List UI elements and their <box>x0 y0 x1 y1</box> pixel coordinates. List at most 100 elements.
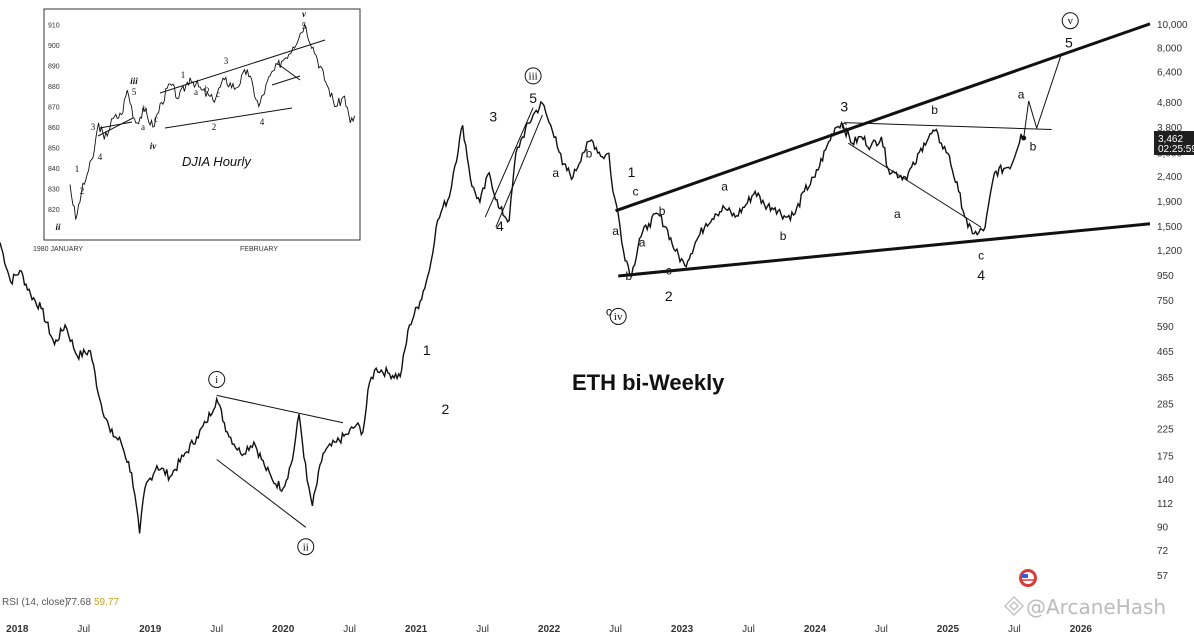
trend-line <box>495 114 543 228</box>
wave-label: b <box>626 269 633 283</box>
x-tick-label: Jul <box>609 624 622 634</box>
y-tick-label: 2,400 <box>1157 172 1182 183</box>
inset-series <box>69 22 356 220</box>
inset-wave-label: a <box>194 87 198 97</box>
inset-wave-label: a <box>141 122 145 132</box>
wave-label: c <box>978 249 984 263</box>
y-tick-label: 57 <box>1157 571 1169 582</box>
y-tick-label: 140 <box>1157 475 1174 486</box>
inset-y-tick: 850 <box>48 146 60 153</box>
inset-y-tick: 870 <box>48 105 60 112</box>
inset-wave-label: iii <box>130 76 138 86</box>
djia-inset: 820 830 840 850 860 870 880 890 900 910 ii 1 2 3 4 iii… <box>33 8 361 253</box>
inset-wave-label: ii <box>55 222 61 232</box>
inset-y-tick: 900 <box>48 43 60 50</box>
x-tick-label: 2018 <box>6 624 29 634</box>
inset-frame <box>43 8 361 241</box>
x-tick-label: 2021 <box>405 624 428 634</box>
y-tick-label: 8,000 <box>1157 44 1182 55</box>
inset-trend-lines <box>97 39 326 137</box>
y-tick-label: 90 <box>1157 522 1169 533</box>
inset-x-label-jan: 1980 JANUARY <box>33 246 83 253</box>
wave-label: c <box>841 118 847 132</box>
inset-wave-label: 1 <box>181 70 186 80</box>
x-tick-label: Jul <box>476 624 489 634</box>
y-tick-label: 950 <box>1157 271 1174 282</box>
trend-line <box>216 459 307 528</box>
inset-wave-label: 5 <box>132 87 137 97</box>
x-tick-label: 2019 <box>139 624 162 634</box>
x-tick-label: Jul <box>77 624 90 634</box>
last-price-box: 3,462 02:25:59 <box>1154 131 1194 155</box>
y-tick-label: 3,800 <box>1157 123 1182 134</box>
price-series <box>0 55 1062 534</box>
trend-line <box>216 394 344 424</box>
y-tick-label: 72 <box>1157 546 1169 557</box>
wave-label-circle <box>609 307 627 325</box>
inset-wave-label: iv <box>150 141 158 151</box>
wave-label-circle <box>208 370 226 388</box>
wave-label: c <box>666 263 672 277</box>
inset-line <box>69 22 356 220</box>
y-tick-label: 6,400 <box>1157 68 1182 79</box>
inset-wave-label: 3 <box>91 122 96 132</box>
y-tick-label: 285 <box>1157 399 1174 410</box>
wave-label: a <box>612 224 619 238</box>
x-tick-label: Jul <box>742 624 755 634</box>
inset-y-tick: 860 <box>48 125 60 132</box>
rsi-label: RSI (14, close) <box>2 597 68 608</box>
y-tick-label: 225 <box>1157 425 1174 436</box>
inset-x-label-feb: FEBRUARY <box>240 246 278 253</box>
price-axis: 57 72 90 112 140 175 225 285 365 465 590 750 950 1,20… <box>1157 20 1188 582</box>
wave-label-circle <box>524 67 542 85</box>
inset-wave-label: b <box>143 104 148 114</box>
wave-label: 2 <box>665 288 673 304</box>
wave-label: 3 <box>489 108 497 124</box>
wave-label: b <box>780 229 787 243</box>
x-tick-label: 2026 <box>1070 624 1093 634</box>
inset-y-tick: 830 <box>48 187 60 194</box>
x-tick-label: 2020 <box>272 624 295 634</box>
inset-wave-label: 4 <box>260 117 265 127</box>
wave-label: 1 <box>628 164 636 180</box>
y-tick-label: 10,000 <box>1157 20 1188 31</box>
y-tick-label: 590 <box>1157 322 1174 333</box>
x-tick-label: Jul <box>343 624 356 634</box>
inset-wave-label: c <box>216 89 220 99</box>
wave-label-circle <box>1061 12 1079 30</box>
y-tick-label: 1,900 <box>1157 197 1182 208</box>
wave-label: 5 <box>1065 35 1073 51</box>
trend-line <box>847 142 982 228</box>
trend-line <box>844 122 1052 131</box>
wave-label: 1 <box>423 342 431 358</box>
inset-wave-label: v <box>302 9 307 19</box>
y-tick-label: 1,500 <box>1157 222 1182 233</box>
x-tick-label: Jul <box>210 624 223 634</box>
inset-price-axis: 820 830 840 850 860 870 880 890 900 910 <box>48 22 60 214</box>
inset-wave-label: b <box>205 84 210 94</box>
watermark: @ArcaneHash <box>1003 595 1166 619</box>
last-price-value: 3,462 <box>1158 134 1183 145</box>
wave-label: ii <box>303 541 309 553</box>
x-tick-label: 2025 <box>937 624 960 634</box>
y-tick-label: 465 <box>1157 347 1174 358</box>
y-tick-label: 112 <box>1157 499 1173 510</box>
us-flag-icon[interactable] <box>1019 569 1037 587</box>
wave-label: b <box>659 204 666 218</box>
wave-label: a <box>639 236 646 250</box>
trend-lines <box>216 22 1151 528</box>
wave-label: iv <box>614 311 623 323</box>
inset-wave-label: 1 <box>75 164 80 174</box>
wave-label: 4 <box>496 218 504 234</box>
wave-label: b <box>931 103 938 117</box>
inset-wave-label: 5 <box>302 21 307 31</box>
watermark-logo-icon <box>1003 595 1025 617</box>
x-tick-label: Jul <box>1008 624 1021 634</box>
inset-wave-label: 3 <box>224 56 229 66</box>
inset-y-tick: 880 <box>48 84 60 91</box>
wave-label: b <box>1030 139 1037 153</box>
inset-y-tick: 840 <box>48 166 60 173</box>
countdown-value: 02:25:59 <box>1158 144 1194 155</box>
